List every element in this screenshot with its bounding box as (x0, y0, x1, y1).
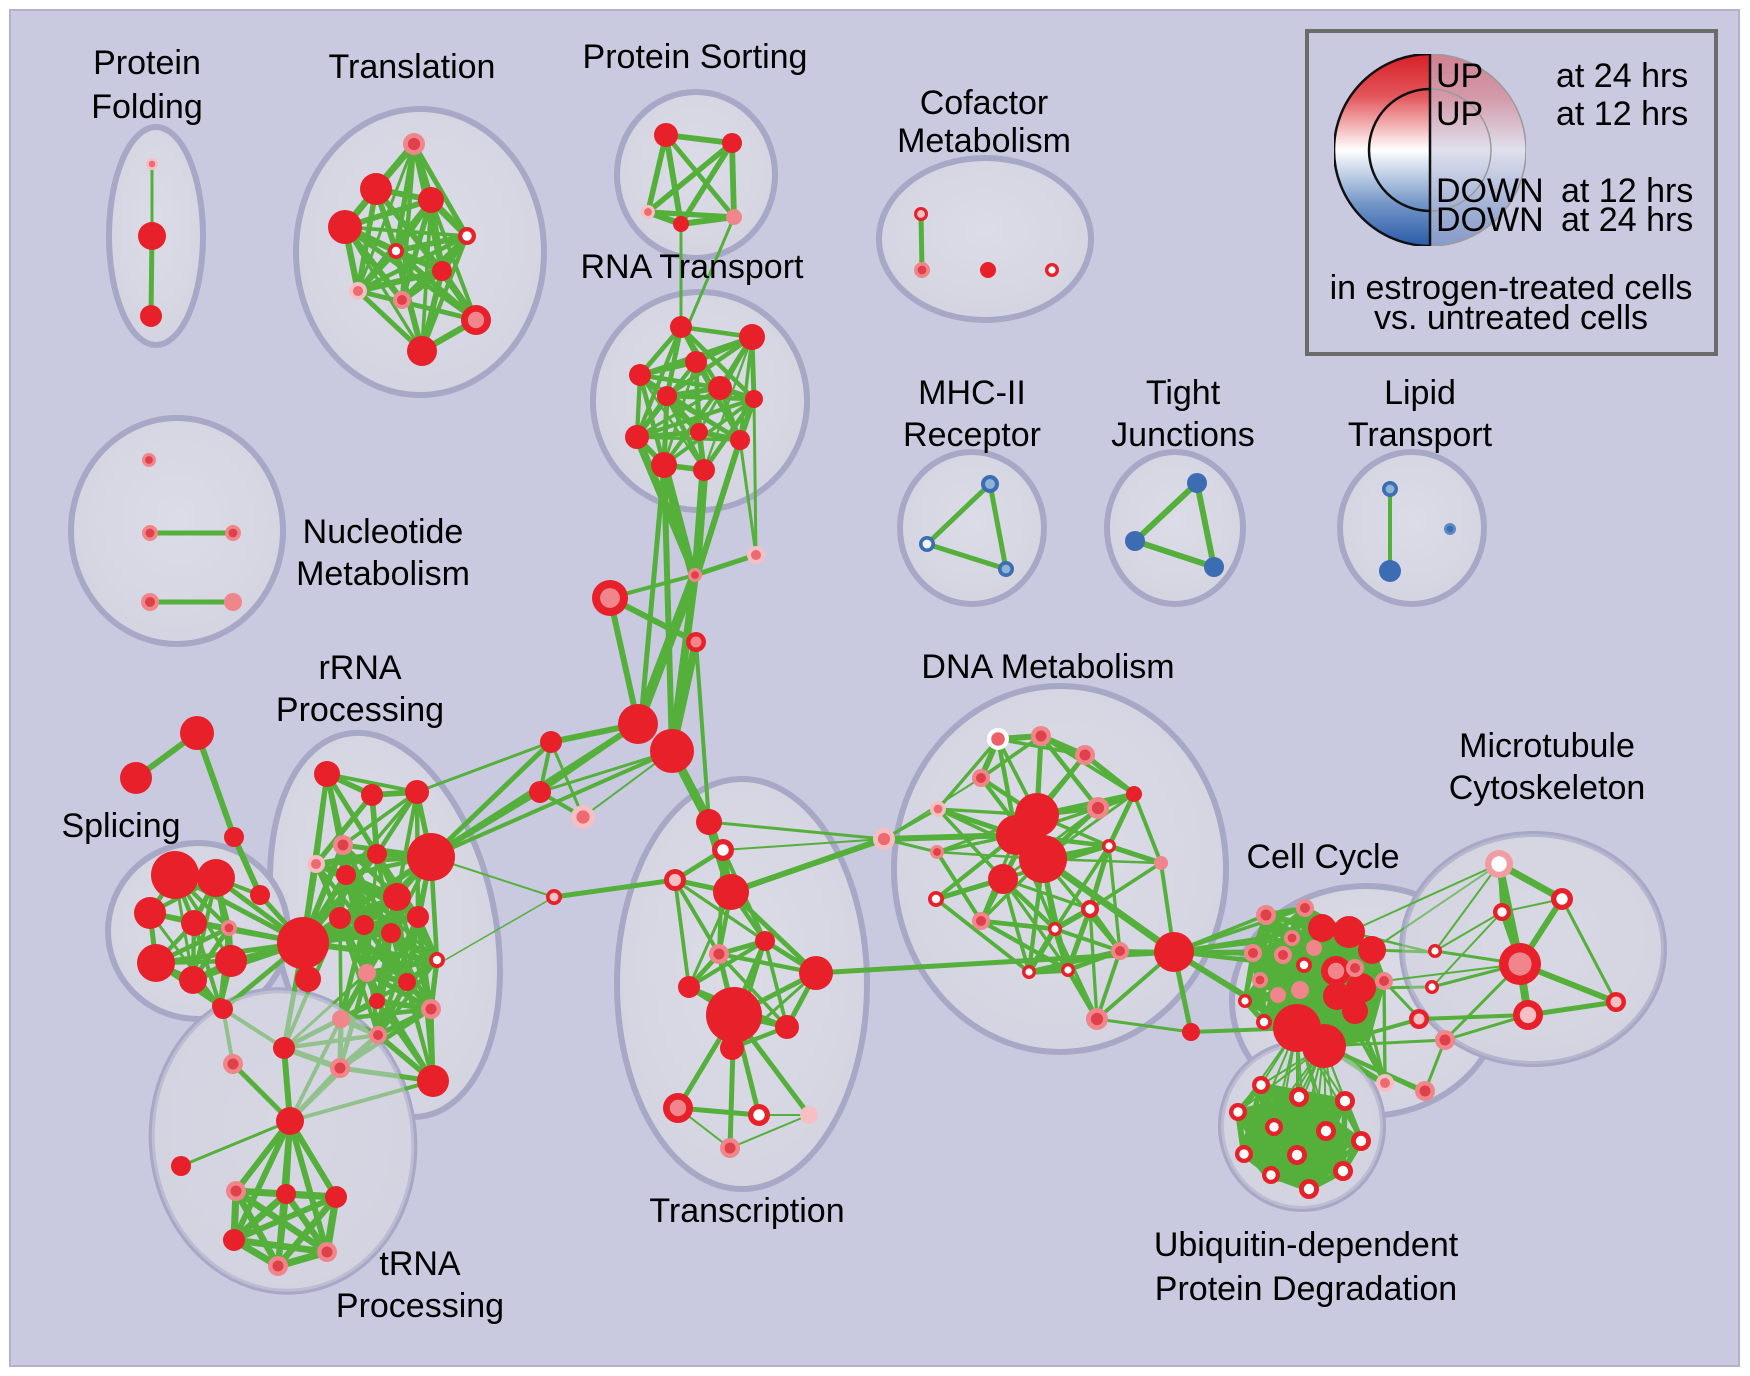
svg-text:at 24 hrs: at 24 hrs (1561, 201, 1693, 239)
svg-text:Transcription: Transcription (649, 1192, 844, 1230)
svg-text:Junctions: Junctions (1111, 416, 1255, 454)
svg-text:MHC-II: MHC-II (918, 374, 1026, 412)
svg-text:at 12 hrs: at 12 hrs (1556, 95, 1688, 133)
svg-text:DOWN: DOWN (1436, 201, 1544, 239)
svg-text:RNA Transport: RNA Transport (581, 248, 805, 286)
svg-text:Processing: Processing (336, 1287, 504, 1325)
svg-text:Protein Sorting: Protein Sorting (583, 38, 808, 76)
svg-text:DNA Metabolism: DNA Metabolism (921, 648, 1174, 686)
svg-text:rRNA: rRNA (318, 649, 401, 687)
svg-text:Protein: Protein (93, 44, 201, 82)
svg-text:Receptor: Receptor (903, 416, 1041, 454)
svg-text:Microtubule: Microtubule (1459, 727, 1635, 765)
svg-text:Translation: Translation (329, 48, 496, 86)
svg-text:at 12 hrs: at 12 hrs (1561, 172, 1693, 210)
svg-text:Tight: Tight (1146, 374, 1221, 412)
svg-text:vs. untreated cells: vs. untreated cells (1374, 299, 1648, 337)
svg-text:Metabolism: Metabolism (897, 122, 1071, 160)
svg-text:Cofactor: Cofactor (920, 84, 1049, 122)
svg-text:Cytoskeleton: Cytoskeleton (1449, 769, 1646, 807)
svg-text:Lipid: Lipid (1384, 374, 1456, 412)
svg-text:Protein Degradation: Protein Degradation (1155, 1270, 1457, 1308)
svg-text:Processing: Processing (276, 691, 444, 729)
svg-text:Ubiquitin-dependent: Ubiquitin-dependent (1154, 1226, 1459, 1264)
svg-text:Cell Cycle: Cell Cycle (1246, 838, 1399, 876)
svg-text:UP: UP (1436, 95, 1483, 133)
svg-text:Transport: Transport (1348, 416, 1493, 454)
svg-text:Folding: Folding (91, 88, 203, 126)
svg-text:DOWN: DOWN (1436, 172, 1544, 210)
svg-text:Nucleotide: Nucleotide (303, 513, 464, 551)
svg-text:tRNA: tRNA (379, 1245, 461, 1283)
svg-text:at 24 hrs: at 24 hrs (1556, 57, 1688, 95)
svg-text:Metabolism: Metabolism (296, 555, 470, 593)
svg-text:UP: UP (1436, 57, 1483, 95)
svg-text:in estrogen-treated cells: in estrogen-treated cells (1330, 269, 1693, 307)
svg-text:Splicing: Splicing (61, 807, 180, 845)
